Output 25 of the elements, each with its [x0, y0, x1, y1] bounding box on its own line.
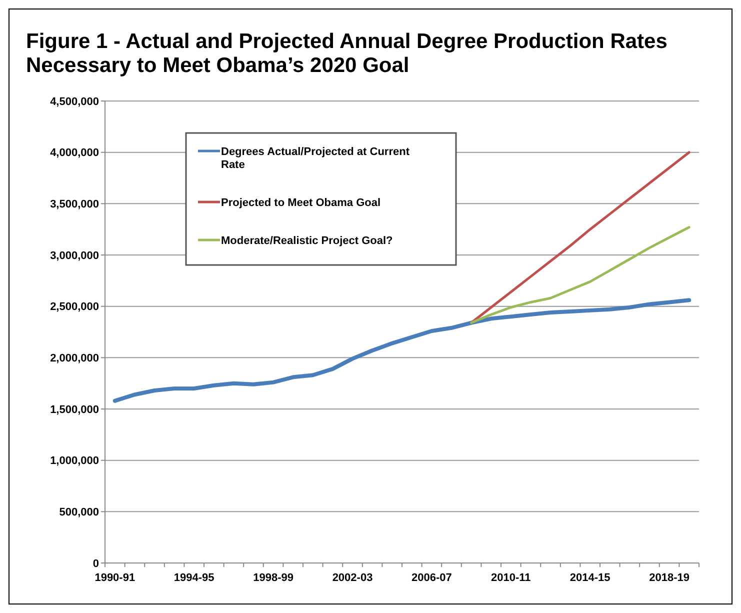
x-tick-label: 2010-11	[491, 572, 531, 584]
y-tick-label: 3,000,000	[50, 250, 99, 262]
y-tick-label: 1,500,000	[50, 404, 99, 416]
y-tick-label: 500,000	[59, 506, 99, 519]
x-tick-label: 1994-95	[174, 572, 214, 584]
x-tick-label: 2018-19	[649, 572, 690, 584]
line-series	[470, 226, 690, 324]
x-tick-label: 2002-03	[332, 572, 373, 584]
y-tick-label: 2,000,000	[50, 352, 99, 365]
line-series	[112, 298, 692, 403]
y-tick-label: 4,000,000	[50, 147, 99, 160]
chart-title: Figure 1 - Actual and Projected Annual Degree Production Rates Necessary to Meet Obama’s 2020 Goal	[26, 30, 668, 77]
legend-label: Moderate/Realistic Project Goal?	[221, 235, 394, 247]
x-tick-label: 1998-99	[253, 572, 294, 584]
x-tick-label: 1990-91	[94, 572, 136, 584]
x-tick-label: 2006-07	[412, 572, 452, 584]
x-tick-label: 2014-15	[570, 572, 610, 584]
y-tick-label: 0	[92, 558, 99, 570]
y-tick-label: 3,500,000	[50, 198, 99, 211]
line-series	[470, 151, 690, 324]
legend-label: Projected to Meet Obama Goal	[221, 197, 381, 209]
y-tick-label: 4,500,000	[50, 96, 99, 108]
y-tick-label: 1,000,000	[50, 455, 99, 468]
legend-label: Degrees Actual/Projected at Current Rate	[221, 146, 410, 171]
y-tick-label: 2,500,000	[50, 301, 99, 314]
